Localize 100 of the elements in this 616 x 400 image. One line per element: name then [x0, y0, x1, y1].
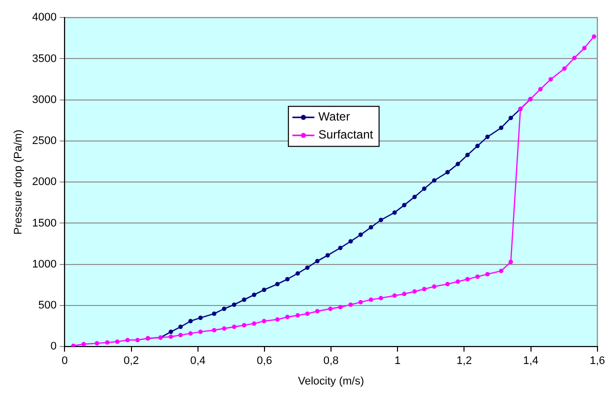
- point: [538, 86, 543, 92]
- point: [222, 326, 226, 331]
- point: [475, 274, 480, 279]
- point: [432, 178, 436, 183]
- point: [465, 152, 470, 158]
- y-tick-label: 3500: [32, 52, 57, 65]
- point: [402, 292, 406, 296]
- point: [252, 292, 256, 297]
- point: [465, 276, 470, 282]
- point: [315, 258, 320, 264]
- point: [178, 332, 183, 338]
- point: [178, 324, 183, 330]
- point: [368, 225, 374, 230]
- y-tick-label: 1500: [32, 217, 57, 230]
- point: [485, 134, 490, 140]
- point: [338, 304, 343, 310]
- point: [445, 170, 450, 174]
- point: [296, 271, 300, 276]
- point: [232, 324, 236, 330]
- legend-label: Surfactant: [318, 128, 374, 142]
- point: [392, 293, 397, 298]
- point: [168, 334, 174, 339]
- point: [485, 272, 490, 276]
- point: [348, 302, 353, 307]
- point: [115, 339, 120, 344]
- legend-label: Water: [318, 110, 350, 124]
- point: [498, 268, 504, 274]
- point: [212, 312, 216, 316]
- point: [222, 306, 226, 311]
- point: [105, 340, 110, 345]
- point: [252, 321, 256, 326]
- y-tick-label: 3000: [32, 94, 57, 106]
- point: [456, 162, 460, 166]
- point: [368, 298, 374, 302]
- point: [305, 265, 310, 270]
- point: [71, 344, 76, 347]
- point: [498, 126, 504, 130]
- x-tick-label: 1: [394, 355, 401, 368]
- x-tick-label: 1,2: [456, 355, 472, 368]
- point: [285, 314, 290, 320]
- x-tick-label: 1,4: [523, 355, 538, 368]
- point: [168, 330, 174, 334]
- point: [402, 202, 406, 208]
- point: [422, 286, 426, 292]
- point: [262, 318, 266, 324]
- point: [562, 66, 567, 71]
- point: [135, 338, 140, 342]
- y-axis-title: Pressure drop (Pa/m): [12, 130, 25, 235]
- point: [81, 342, 86, 346]
- point: [125, 338, 130, 342]
- point: [445, 282, 450, 286]
- point: [275, 282, 280, 286]
- point: [242, 298, 246, 302]
- point: [338, 246, 343, 250]
- point: [262, 288, 266, 292]
- point: [275, 317, 280, 322]
- point: [198, 316, 203, 320]
- point: [188, 331, 193, 336]
- x-tick-label: 1,6: [590, 355, 606, 368]
- point: [475, 144, 480, 148]
- y-tick-label: 2000: [32, 176, 57, 188]
- y-tick-label: 0: [50, 340, 57, 353]
- point: [422, 186, 426, 191]
- x-tick-label: 0,6: [256, 355, 272, 368]
- point: [212, 328, 216, 332]
- point: [582, 46, 587, 50]
- point: [325, 253, 330, 258]
- y-tick-label: 500: [38, 300, 57, 312]
- x-axis-title: Velocity (m/s): [298, 375, 364, 388]
- x-tick-label: 0,2: [124, 355, 139, 368]
- point: [358, 300, 363, 304]
- point: [348, 239, 353, 244]
- point: [412, 289, 417, 294]
- point: [358, 232, 363, 237]
- x-tick-label: 0,4: [190, 355, 206, 368]
- point: [232, 302, 236, 307]
- point: [378, 218, 384, 222]
- x-tick-label: 0: [62, 355, 68, 368]
- point: [412, 194, 417, 200]
- point: [285, 276, 290, 282]
- point: [242, 323, 246, 328]
- point: [378, 296, 384, 300]
- point: [392, 210, 397, 215]
- point: [432, 284, 436, 289]
- y-tick-label: 1000: [32, 258, 57, 270]
- point: [198, 330, 203, 334]
- point: [328, 306, 333, 311]
- point: [572, 56, 577, 60]
- point: [548, 77, 553, 82]
- point: [508, 116, 513, 120]
- point: [188, 318, 193, 324]
- point: [592, 34, 596, 39]
- point: [456, 279, 460, 284]
- point: [305, 312, 310, 316]
- point: [508, 260, 513, 264]
- x-tick-label: 0,8: [323, 355, 339, 368]
- y-tick-label: 4000: [32, 12, 57, 24]
- y-tick-label: 2500: [32, 135, 57, 148]
- point: [296, 313, 300, 318]
- point: [315, 309, 320, 314]
